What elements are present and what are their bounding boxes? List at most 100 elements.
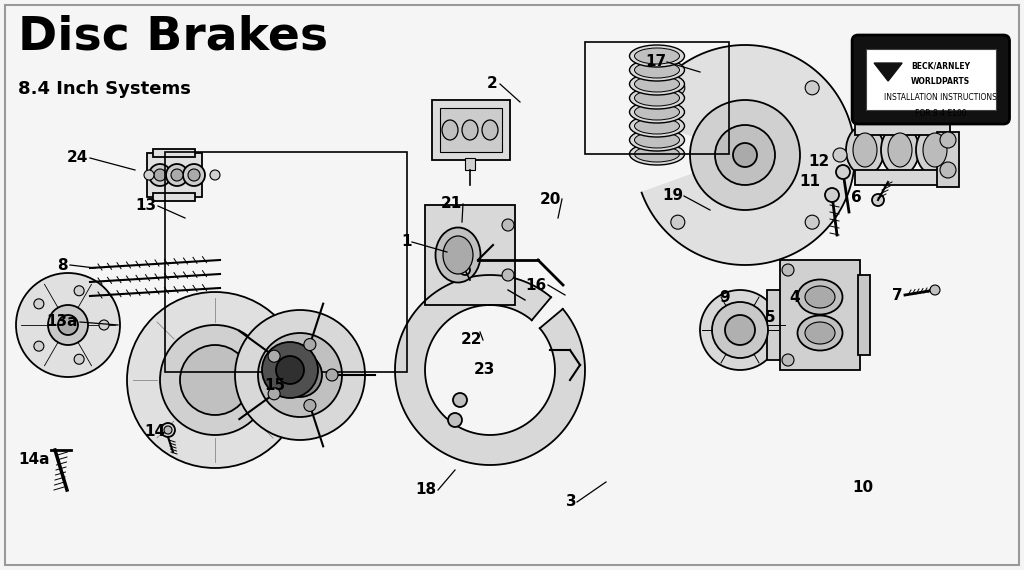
Circle shape — [278, 353, 322, 397]
Ellipse shape — [635, 132, 680, 148]
Circle shape — [166, 164, 188, 186]
Ellipse shape — [798, 316, 843, 351]
Text: 20: 20 — [540, 192, 561, 206]
Ellipse shape — [462, 120, 478, 140]
Circle shape — [58, 315, 78, 335]
Circle shape — [502, 269, 514, 281]
Text: 8: 8 — [57, 258, 68, 272]
Text: 14a: 14a — [18, 453, 50, 467]
Circle shape — [16, 273, 120, 377]
Circle shape — [304, 400, 315, 412]
FancyBboxPatch shape — [852, 35, 1010, 124]
Circle shape — [782, 264, 794, 276]
Circle shape — [210, 170, 220, 180]
Text: 1: 1 — [401, 234, 412, 250]
Text: FOR 8.4 E100: FOR 8.4 E100 — [915, 109, 967, 118]
Circle shape — [872, 194, 884, 206]
Ellipse shape — [805, 322, 835, 344]
Text: 15: 15 — [264, 377, 285, 393]
Circle shape — [268, 388, 281, 400]
Text: 24: 24 — [67, 150, 88, 165]
Ellipse shape — [443, 236, 473, 274]
Text: 23: 23 — [474, 363, 495, 377]
Circle shape — [671, 81, 685, 95]
Text: WORLDPARTS: WORLDPARTS — [911, 77, 971, 86]
Circle shape — [712, 302, 768, 358]
Circle shape — [276, 356, 304, 384]
Circle shape — [825, 188, 839, 202]
Circle shape — [733, 143, 757, 167]
Bar — [440, 108, 502, 152]
Text: Disc Brakes: Disc Brakes — [18, 15, 328, 60]
Circle shape — [940, 162, 956, 178]
Polygon shape — [642, 45, 855, 265]
Circle shape — [725, 315, 755, 345]
Text: 21: 21 — [440, 197, 462, 211]
Circle shape — [34, 299, 44, 309]
Circle shape — [833, 148, 847, 162]
Bar — [585, 42, 729, 154]
Text: INSTALLATION INSTRUCTIONS: INSTALLATION INSTRUCTIONS — [885, 93, 997, 102]
Ellipse shape — [630, 129, 684, 151]
Circle shape — [154, 169, 166, 181]
Circle shape — [188, 169, 200, 181]
Text: 13: 13 — [135, 198, 156, 214]
Circle shape — [234, 310, 365, 440]
Text: 14: 14 — [144, 425, 165, 439]
Circle shape — [99, 320, 109, 330]
Text: BECK/ARNLEY: BECK/ARNLEY — [911, 61, 971, 70]
Text: 5: 5 — [764, 311, 775, 325]
Circle shape — [782, 354, 794, 366]
Ellipse shape — [630, 45, 684, 67]
Text: 7: 7 — [892, 287, 903, 303]
Circle shape — [268, 350, 281, 362]
Circle shape — [48, 305, 88, 345]
Bar — [432, 100, 510, 160]
Ellipse shape — [846, 125, 884, 175]
Circle shape — [171, 169, 183, 181]
Bar — [767, 290, 785, 360]
Ellipse shape — [630, 59, 684, 81]
Bar — [465, 158, 475, 170]
Circle shape — [671, 215, 685, 229]
Circle shape — [160, 325, 270, 435]
Bar — [858, 275, 870, 355]
Text: 10: 10 — [852, 481, 873, 495]
Circle shape — [715, 125, 775, 185]
Circle shape — [836, 165, 850, 179]
Circle shape — [502, 219, 514, 231]
Ellipse shape — [805, 286, 835, 308]
Bar — [780, 260, 860, 370]
Circle shape — [940, 132, 956, 148]
Circle shape — [262, 342, 318, 398]
Ellipse shape — [635, 48, 680, 64]
Circle shape — [74, 286, 84, 296]
Circle shape — [144, 170, 154, 180]
Circle shape — [326, 369, 338, 381]
Circle shape — [127, 292, 303, 468]
Text: 19: 19 — [662, 189, 683, 203]
Text: 4: 4 — [790, 290, 800, 304]
Circle shape — [805, 215, 819, 229]
Circle shape — [304, 339, 315, 351]
Ellipse shape — [630, 115, 684, 137]
Text: 11: 11 — [799, 174, 820, 189]
Ellipse shape — [635, 62, 680, 78]
Bar — [937, 132, 959, 187]
Circle shape — [700, 290, 780, 370]
Circle shape — [690, 100, 800, 210]
Circle shape — [805, 81, 819, 95]
Ellipse shape — [853, 133, 877, 167]
Bar — [855, 170, 950, 185]
Ellipse shape — [635, 146, 680, 162]
Circle shape — [453, 393, 467, 407]
Text: 9: 9 — [720, 291, 730, 306]
Ellipse shape — [442, 120, 458, 140]
Ellipse shape — [888, 133, 912, 167]
Ellipse shape — [635, 118, 680, 134]
Ellipse shape — [923, 133, 947, 167]
Ellipse shape — [881, 125, 919, 175]
Ellipse shape — [635, 76, 680, 92]
Circle shape — [34, 341, 44, 351]
Ellipse shape — [630, 73, 684, 95]
